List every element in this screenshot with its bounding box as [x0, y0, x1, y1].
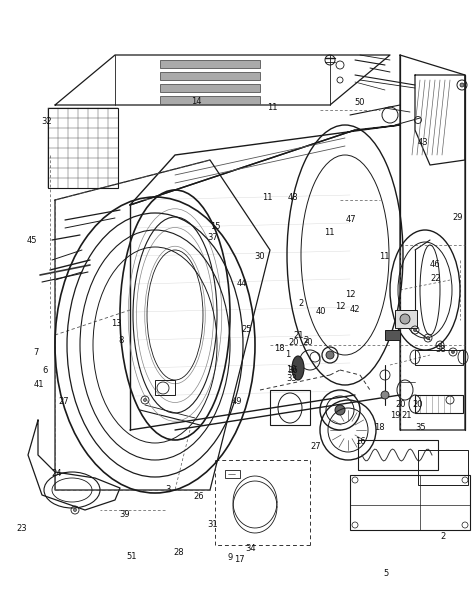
Text: 5: 5: [383, 569, 389, 577]
Text: 20: 20: [395, 400, 406, 409]
Text: 2: 2: [298, 299, 304, 308]
Text: 24: 24: [52, 469, 62, 478]
Bar: [350, 475, 470, 530]
Text: 27: 27: [310, 442, 320, 451]
Text: 3: 3: [165, 485, 171, 493]
Text: 29: 29: [452, 213, 463, 222]
Text: 11: 11: [267, 103, 278, 112]
Bar: [358, 440, 438, 470]
Text: 20: 20: [413, 400, 423, 409]
Bar: [160, 72, 260, 80]
Text: 30: 30: [255, 252, 265, 261]
Text: 47: 47: [346, 215, 356, 224]
Bar: [418, 450, 468, 485]
Text: 11: 11: [263, 193, 273, 202]
Text: 2: 2: [440, 532, 446, 541]
Text: 10: 10: [286, 365, 297, 373]
Bar: [270, 390, 310, 425]
Text: 31: 31: [207, 520, 218, 528]
Text: 18: 18: [374, 424, 384, 432]
Text: 20: 20: [302, 338, 312, 346]
Bar: [415, 395, 463, 413]
Text: 7: 7: [33, 348, 38, 357]
Bar: [395, 310, 417, 328]
Text: 14: 14: [191, 97, 202, 105]
Bar: [160, 96, 260, 104]
Circle shape: [413, 329, 417, 332]
Bar: [225, 470, 240, 478]
Text: 50: 50: [354, 99, 365, 107]
Bar: [155, 380, 175, 395]
Circle shape: [326, 351, 334, 359]
Bar: [48, 108, 118, 188]
Text: 6: 6: [42, 367, 48, 375]
Circle shape: [335, 405, 345, 415]
Text: 21: 21: [401, 411, 412, 420]
Text: 42: 42: [349, 305, 360, 314]
Text: 27: 27: [59, 397, 69, 406]
Text: 33: 33: [286, 375, 297, 383]
Text: 1: 1: [285, 350, 291, 359]
Text: 8: 8: [118, 336, 124, 345]
Circle shape: [460, 83, 464, 87]
Text: 19: 19: [391, 411, 401, 420]
Text: 2: 2: [303, 336, 309, 345]
Text: 26: 26: [194, 492, 204, 501]
Text: 41: 41: [34, 381, 44, 389]
Circle shape: [427, 337, 429, 340]
Bar: [160, 60, 260, 68]
Text: 16: 16: [355, 437, 365, 446]
Text: 38: 38: [436, 345, 446, 354]
Circle shape: [400, 314, 410, 324]
Text: 45: 45: [27, 236, 37, 245]
Text: 44: 44: [237, 279, 247, 287]
Text: 11: 11: [324, 229, 335, 237]
Text: 11: 11: [379, 252, 389, 261]
Text: 9: 9: [227, 554, 233, 562]
Text: 13: 13: [111, 319, 121, 328]
Text: 35: 35: [416, 424, 426, 432]
Text: 22: 22: [431, 275, 441, 283]
Ellipse shape: [292, 356, 304, 380]
Circle shape: [438, 343, 441, 346]
Text: 15: 15: [210, 223, 221, 231]
Text: 32: 32: [41, 117, 52, 126]
Text: 46: 46: [430, 261, 440, 269]
Bar: [385, 330, 400, 340]
Text: 39: 39: [119, 511, 129, 519]
Text: 51: 51: [127, 552, 137, 561]
Text: 43: 43: [418, 138, 428, 147]
Text: 34: 34: [245, 544, 255, 553]
Text: 18: 18: [274, 344, 285, 352]
Text: 25: 25: [241, 326, 252, 334]
Circle shape: [144, 398, 146, 402]
Text: 28: 28: [174, 549, 184, 557]
Text: 23: 23: [16, 524, 27, 533]
Text: 48: 48: [288, 193, 298, 202]
Text: 21: 21: [293, 332, 304, 340]
Circle shape: [452, 351, 455, 354]
Bar: [160, 84, 260, 92]
Circle shape: [381, 391, 389, 399]
Text: 17: 17: [234, 555, 245, 563]
Text: 40: 40: [316, 307, 327, 316]
Text: 49: 49: [232, 397, 242, 406]
Text: 12: 12: [335, 302, 346, 311]
Text: 36: 36: [288, 367, 298, 375]
Text: 37: 37: [207, 234, 218, 242]
Text: 20: 20: [289, 338, 299, 346]
Circle shape: [73, 509, 76, 511]
Bar: [415, 350, 463, 365]
Text: 12: 12: [346, 290, 356, 299]
